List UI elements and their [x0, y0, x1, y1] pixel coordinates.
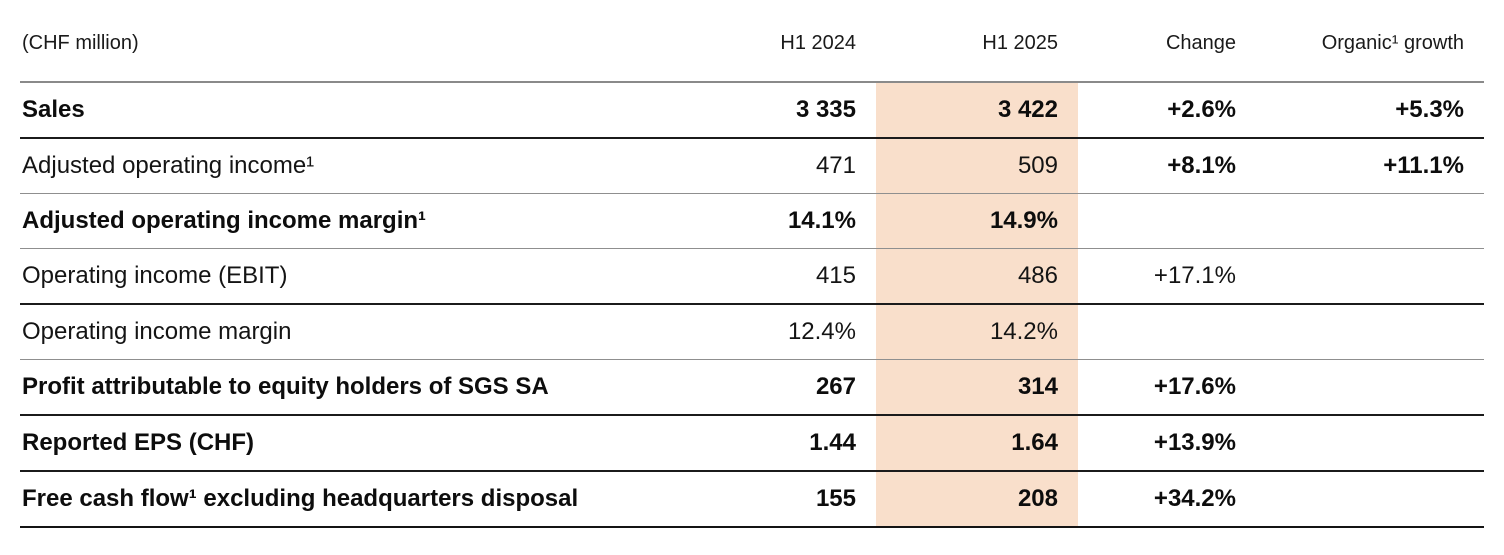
cell-h1-2024: 415 — [674, 248, 876, 305]
row-label: Sales — [20, 82, 674, 139]
column-header-organic-growth: Organic¹ growth — [1256, 0, 1484, 83]
cell-h1-2024: 155 — [674, 471, 876, 528]
cell-change: +8.1% — [1078, 138, 1256, 194]
cell-change: +17.1% — [1078, 248, 1256, 305]
cell-organic-growth — [1256, 359, 1484, 416]
header-row: (CHF million) H1 2024 H1 2025 Change Org… — [20, 0, 1484, 83]
cell-h1-2024: 14.1% — [674, 193, 876, 249]
column-header-change: Change — [1078, 0, 1256, 83]
cell-h1-2024: 3 335 — [674, 82, 876, 139]
table-row-sales: Sales 3 335 3 422 +2.6% +5.3% — [20, 82, 1484, 139]
table-row-profit-attributable: Profit attributable to equity holders of… — [20, 359, 1484, 416]
cell-h1-2025: 14.9% — [876, 193, 1078, 249]
row-label: Operating income margin — [20, 304, 674, 360]
cell-h1-2025: 3 422 — [876, 82, 1078, 139]
cell-change: +34.2% — [1078, 471, 1256, 528]
cell-organic-growth — [1256, 304, 1484, 360]
table-row-reported-eps: Reported EPS (CHF) 1.44 1.64 +13.9% — [20, 415, 1484, 472]
table-row-operating-income-margin: Operating income margin 12.4% 14.2% — [20, 304, 1484, 360]
cell-organic-growth: +11.1% — [1256, 138, 1484, 194]
row-label: Free cash flow¹ excluding headquarters d… — [20, 471, 674, 528]
row-label: Adjusted operating income margin¹ — [20, 193, 674, 249]
cell-change: +13.9% — [1078, 415, 1256, 472]
cell-organic-growth — [1256, 248, 1484, 305]
cell-h1-2025: 314 — [876, 359, 1078, 416]
table-row-operating-income-ebit: Operating income (EBIT) 415 486 +17.1% — [20, 248, 1484, 305]
column-header-unit: (CHF million) — [20, 0, 674, 83]
cell-h1-2025: 14.2% — [876, 304, 1078, 360]
cell-h1-2025: 1.64 — [876, 415, 1078, 472]
cell-organic-growth — [1256, 471, 1484, 528]
cell-organic-growth — [1256, 415, 1484, 472]
cell-organic-growth: +5.3% — [1256, 82, 1484, 139]
cell-h1-2025: 486 — [876, 248, 1078, 305]
table-header: (CHF million) H1 2024 H1 2025 Change Org… — [20, 0, 1484, 83]
cell-h1-2025: 509 — [876, 138, 1078, 194]
table-row-adjusted-operating-income-margin: Adjusted operating income margin¹ 14.1% … — [20, 193, 1484, 249]
column-header-h1-2024: H1 2024 — [674, 0, 876, 83]
row-label: Adjusted operating income¹ — [20, 138, 674, 194]
cell-h1-2025: 208 — [876, 471, 1078, 528]
column-header-h1-2025: H1 2025 — [876, 0, 1078, 83]
cell-h1-2024: 1.44 — [674, 415, 876, 472]
row-label: Profit attributable to equity holders of… — [20, 359, 674, 416]
cell-organic-growth — [1256, 193, 1484, 249]
row-label: Operating income (EBIT) — [20, 248, 674, 305]
cell-change: +17.6% — [1078, 359, 1256, 416]
cell-h1-2024: 471 — [674, 138, 876, 194]
financial-summary-table: (CHF million) H1 2024 H1 2025 Change Org… — [20, 0, 1484, 528]
table-row-adjusted-operating-income: Adjusted operating income¹ 471 509 +8.1%… — [20, 138, 1484, 194]
cell-h1-2024: 267 — [674, 359, 876, 416]
cell-h1-2024: 12.4% — [674, 304, 876, 360]
cell-change: +2.6% — [1078, 82, 1256, 139]
cell-change — [1078, 193, 1256, 249]
cell-change — [1078, 304, 1256, 360]
row-label: Reported EPS (CHF) — [20, 415, 674, 472]
table-row-free-cash-flow: Free cash flow¹ excluding headquarters d… — [20, 471, 1484, 528]
